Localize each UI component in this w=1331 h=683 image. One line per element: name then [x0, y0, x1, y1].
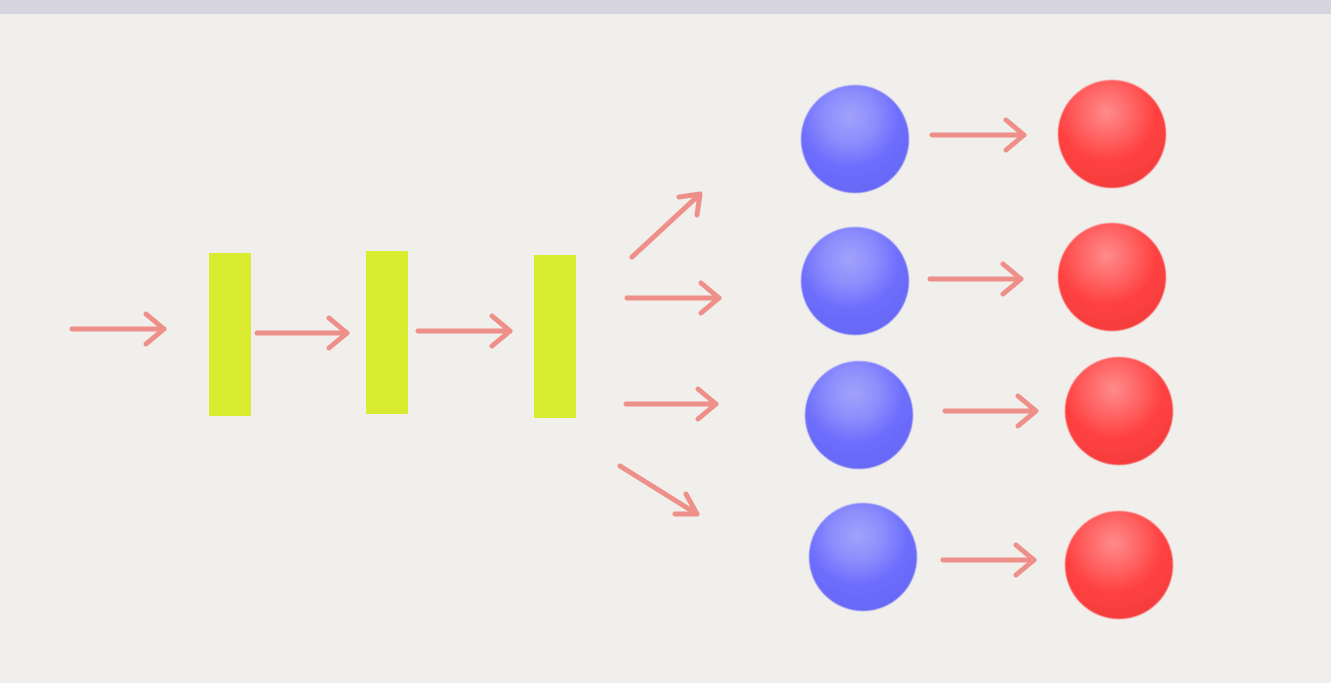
top-bar	[0, 0, 1331, 14]
flow-diagram	[69, 80, 1173, 619]
fan-arrow-down	[617, 463, 700, 517]
blue-node-3	[805, 361, 913, 469]
blue-node-1	[801, 85, 909, 193]
row-1-arrow	[929, 117, 1027, 153]
red-node-3	[1065, 357, 1173, 465]
bar-1	[209, 253, 251, 416]
arrow-bar2-to-bar3	[415, 313, 513, 349]
row-2-arrow	[927, 261, 1024, 297]
red-node-1	[1058, 80, 1166, 188]
bar-2	[366, 251, 408, 414]
fan-arrow-mid-upper	[624, 280, 722, 316]
fan-arrow-up	[629, 191, 703, 260]
red-node-2	[1058, 223, 1166, 331]
blue-node-4	[809, 503, 917, 611]
arrow-bar1-to-bar2	[254, 315, 350, 351]
row-4-arrow	[940, 542, 1037, 578]
fan-arrow-mid-lower	[623, 386, 719, 422]
blue-node-2	[801, 227, 909, 335]
diagram-canvas	[0, 14, 1331, 683]
bar-3	[534, 255, 576, 418]
row-3-arrow	[942, 393, 1039, 429]
input-arrow	[69, 311, 167, 347]
red-node-4	[1065, 511, 1173, 619]
